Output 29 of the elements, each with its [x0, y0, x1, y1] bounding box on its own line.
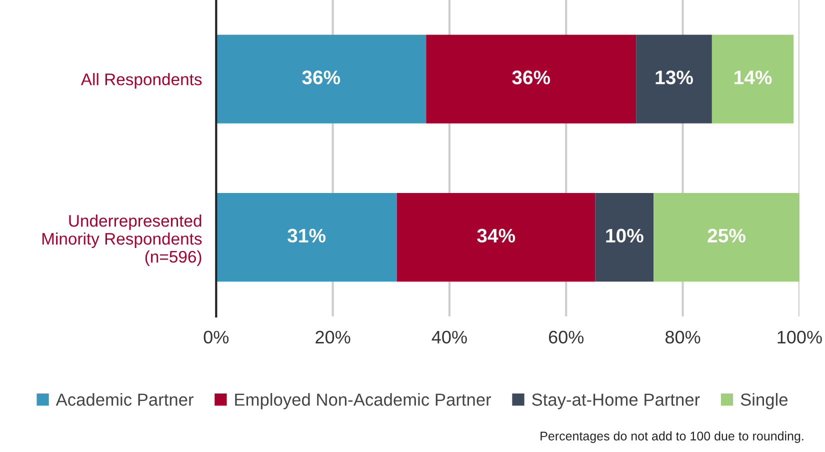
data-label: 25% [708, 228, 746, 243]
data-label: 14% [734, 70, 772, 84]
bar [426, 34, 636, 124]
bar [216, 193, 397, 282]
x-tick-label: 80% [665, 330, 700, 344]
legend-label: Single [740, 393, 788, 410]
legend-label: Stay-at-Home Partner [532, 394, 700, 410]
legend-label: Academic Partner [56, 393, 194, 406]
x-tick-label: 60% [548, 330, 584, 344]
bar [636, 34, 712, 124]
bar [396, 193, 596, 282]
text: Percentages do not add to 100 due to rounding. [540, 431, 804, 443]
data-label: 31% [288, 228, 326, 243]
y-tick-label: All Respondents [80, 73, 202, 89]
x-tick-label: 0% [204, 330, 229, 344]
bar [712, 34, 794, 124]
data-label: 10% [606, 228, 644, 243]
bar [216, 34, 426, 124]
x-tick-label: 20% [316, 330, 350, 344]
data-label: 13% [656, 70, 693, 84]
y-tick-label: Underrepresented Minority Respondents (n=596) [42, 214, 202, 266]
bar [595, 193, 654, 282]
x-tick-label: 40% [432, 330, 467, 344]
x-tick-label: 100% [778, 330, 822, 344]
data-label: 34% [477, 228, 516, 243]
legend-label: Employed Non-Academic Partner [235, 393, 492, 410]
data-label: 36% [512, 70, 550, 84]
data-label: 36% [302, 70, 340, 84]
bar [654, 193, 800, 282]
